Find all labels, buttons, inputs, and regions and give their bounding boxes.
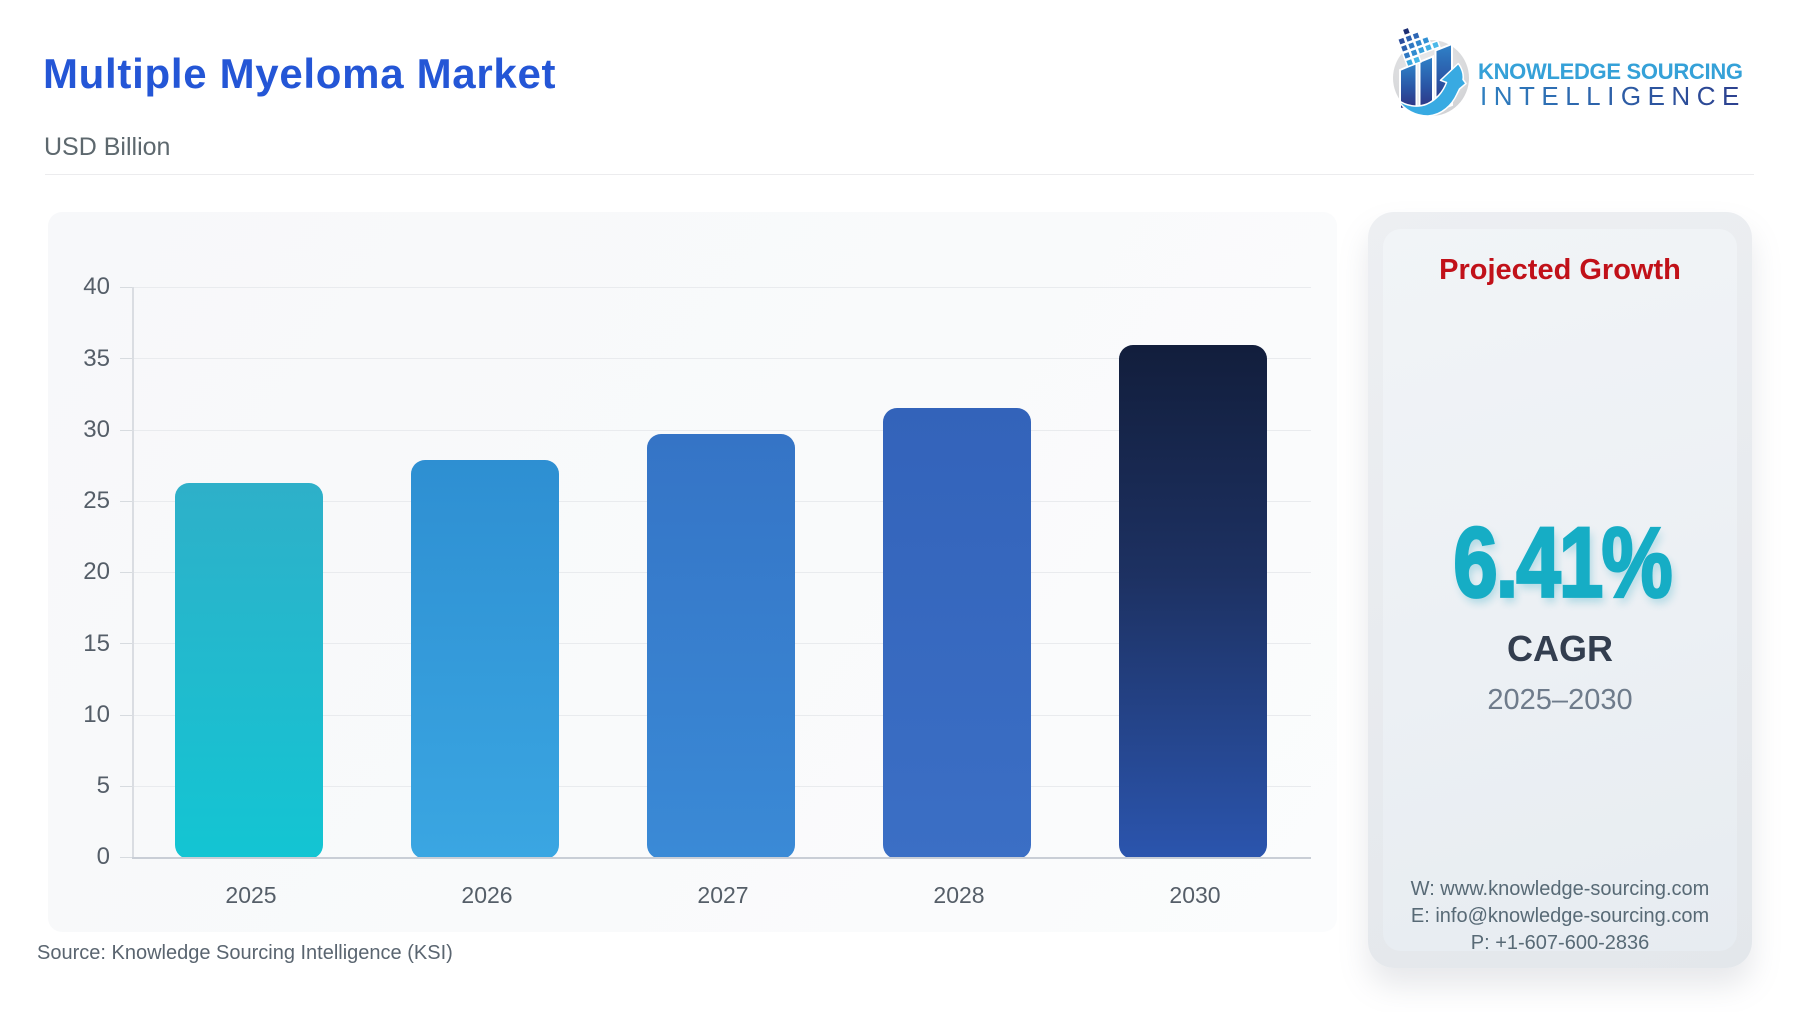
svg-text:KNOWLEDGE SOURCING: KNOWLEDGE SOURCING <box>1478 59 1743 84</box>
svg-text:INTELLIGENCE: INTELLIGENCE <box>1480 81 1746 111</box>
